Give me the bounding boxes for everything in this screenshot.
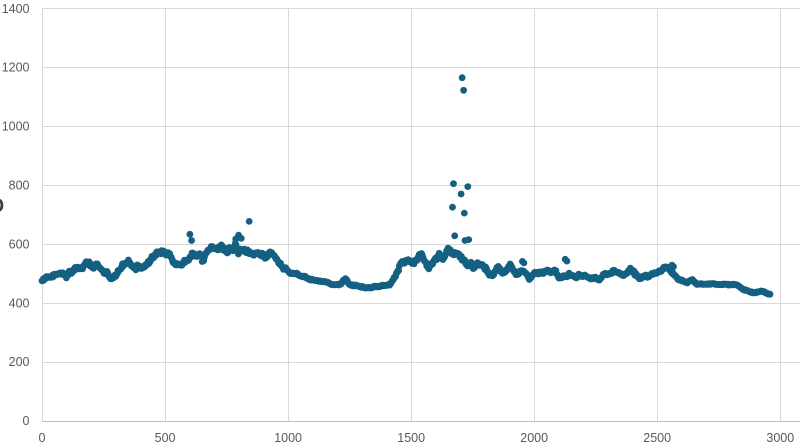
svg-text:2500: 2500 <box>643 431 671 445</box>
svg-text:1500: 1500 <box>397 431 425 445</box>
svg-text:1400: 1400 <box>2 2 30 16</box>
svg-text:200: 200 <box>9 355 30 369</box>
svg-text:2000: 2000 <box>520 431 548 445</box>
svg-text:1000: 1000 <box>2 120 30 134</box>
svg-text:600: 600 <box>9 237 30 251</box>
svg-text:400: 400 <box>9 296 30 310</box>
svg-text:1000: 1000 <box>274 431 302 445</box>
svg-text:800: 800 <box>9 179 30 193</box>
svg-text:0: 0 <box>23 414 30 428</box>
svg-text:1200: 1200 <box>2 61 30 75</box>
svg-text:3000: 3000 <box>766 431 794 445</box>
svg-text:0: 0 <box>39 431 46 445</box>
svg-text:500: 500 <box>155 431 176 445</box>
